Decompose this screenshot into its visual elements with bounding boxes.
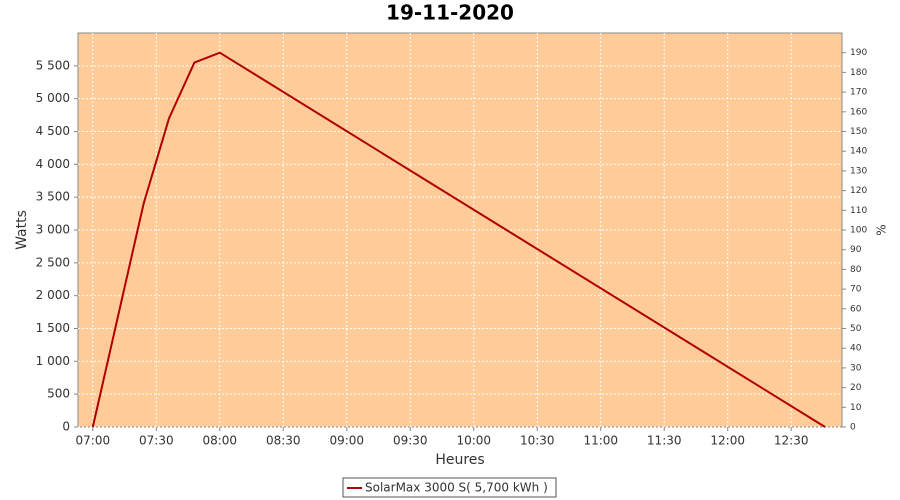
y-tick-label: 4 000 [36, 157, 70, 171]
chart-title: 19-11-2020 [386, 1, 514, 25]
legend-box [342, 477, 557, 498]
x-tick-label: 08:00 [202, 434, 237, 448]
y-axis-label: Watts [14, 210, 30, 250]
y2-tick-label: 140 [850, 147, 867, 157]
y2-tick-label: 40 [850, 344, 862, 354]
y-tick-label: 0 [62, 420, 70, 434]
y2-tick-label: 30 [850, 363, 862, 373]
y2-tick-label: 170 [850, 88, 867, 98]
y-tick-label: 1 000 [36, 354, 70, 368]
x-tick-label: 08:30 [266, 434, 301, 448]
y-tick-label: 4 500 [36, 124, 70, 138]
y-tick-label: 3 500 [36, 190, 70, 204]
legend-label: SolarMax 3000 S( 5,700 kWh ) [365, 481, 548, 495]
y-tick-label: 2 000 [36, 288, 70, 302]
y-tick-label: 2 500 [36, 255, 70, 269]
y2-tick-label: 10 [850, 403, 862, 413]
y2-tick-label: 50 [850, 324, 862, 334]
x-tick-label: 12:00 [710, 434, 745, 448]
x-tick-label: 09:00 [329, 434, 364, 448]
line-series [91, 51, 826, 428]
y-tick-label: 5 500 [36, 58, 70, 72]
x-tick-label: 10:00 [456, 434, 491, 448]
y-tick-label: 5 000 [36, 91, 70, 105]
y2-tick-label: 160 [850, 107, 867, 117]
x-axis-label: Heures [435, 452, 484, 468]
y2-tick-label: 110 [850, 206, 867, 216]
y2-tick-label: 150 [850, 127, 867, 137]
y2-tick-label: 130 [850, 166, 867, 176]
y2-tick-label: 60 [850, 304, 862, 314]
x-tick-label: 11:00 [583, 434, 618, 448]
y2-axis-label: % [875, 224, 889, 235]
y2-tick-label: 120 [850, 186, 867, 196]
y-tick-label: 1 500 [36, 321, 70, 335]
y2-tick-label: 90 [850, 245, 862, 255]
y2-tick-label: 180 [850, 68, 867, 78]
y2-tick-label: 80 [850, 265, 862, 275]
y2-tick-label: 20 [850, 383, 862, 393]
x-tick-label: 12:30 [774, 434, 809, 448]
y2-tick-label: 190 [850, 48, 867, 58]
y-tick-label: 3 000 [36, 223, 70, 237]
y2-tick-label: 0 [850, 423, 856, 433]
y2-tick-label: 70 [850, 285, 862, 295]
x-tick-label: 11:30 [647, 434, 682, 448]
x-tick-label: 07:00 [76, 434, 111, 448]
x-tick-label: 07:30 [139, 434, 174, 448]
y-tick-label: 500 [47, 387, 70, 401]
x-tick-label: 10:30 [520, 434, 555, 448]
y2-tick-label: 100 [850, 226, 867, 236]
x-tick-label: 09:30 [393, 434, 428, 448]
